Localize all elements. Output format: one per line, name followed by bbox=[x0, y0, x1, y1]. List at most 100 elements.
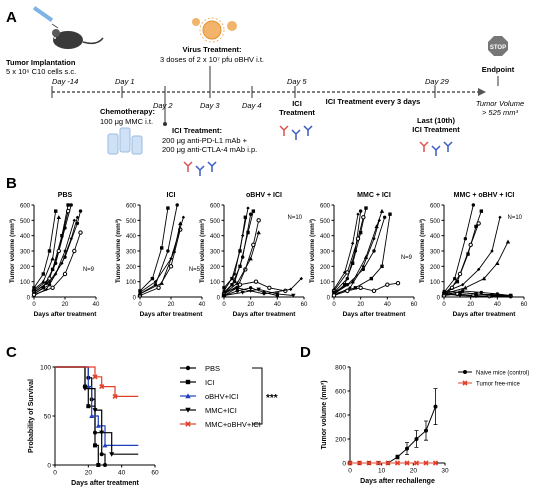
legend-label: ICI bbox=[205, 378, 215, 387]
data-point bbox=[238, 264, 242, 269]
data-point bbox=[479, 209, 484, 213]
x-tick-label: 40 bbox=[384, 302, 391, 308]
x-axis-label: Days after rechallenge bbox=[360, 478, 435, 485]
n-annotation: N=10 bbox=[507, 215, 522, 221]
data-point bbox=[240, 290, 245, 295]
y-tick-label: 600 bbox=[430, 204, 441, 210]
data-point bbox=[32, 286, 36, 290]
data-point bbox=[54, 209, 58, 213]
data-point bbox=[347, 460, 353, 466]
data-point bbox=[457, 271, 463, 277]
antibody-icon bbox=[183, 161, 217, 176]
data-point bbox=[253, 279, 259, 284]
data-point bbox=[356, 212, 360, 216]
data-point bbox=[350, 279, 355, 284]
data-point bbox=[160, 246, 164, 250]
x-tick-label: 10 bbox=[378, 468, 386, 475]
data-point bbox=[256, 218, 261, 223]
virus-subtitle: 3 doses of 2 x 10⁷ pfu oBHV i.t. bbox=[160, 55, 264, 64]
panel-label-c: C bbox=[6, 344, 17, 361]
vial-icon bbox=[107, 127, 143, 155]
survival-point bbox=[109, 452, 115, 457]
y-tick-label: 400 bbox=[430, 234, 441, 240]
y-tick-label: 600 bbox=[210, 204, 221, 210]
data-point bbox=[423, 460, 429, 466]
syringe-icon bbox=[32, 6, 59, 29]
legend-marker bbox=[185, 407, 191, 413]
panel-label-d: D bbox=[300, 344, 311, 361]
day-label: Day -14 bbox=[52, 77, 78, 86]
data-point bbox=[47, 283, 52, 287]
series-line bbox=[139, 208, 169, 292]
survival-point bbox=[86, 404, 91, 409]
x-tick-label: 40 bbox=[118, 470, 126, 477]
y-tick-label: 0 bbox=[327, 296, 331, 302]
day-label: Day 3 bbox=[200, 101, 220, 110]
x-tick-label: 60 bbox=[301, 302, 308, 308]
last-ici-line-2: ICI Treatment bbox=[412, 125, 460, 134]
y-tick-label: 200 bbox=[335, 437, 346, 444]
panel-a: A Tumor Implantation 5 x 10⁶ C10 cells s… bbox=[6, 6, 524, 176]
chart-title: MMC + ICI bbox=[357, 192, 391, 199]
legend-marker bbox=[185, 379, 191, 385]
series-line bbox=[350, 406, 436, 464]
y-axis-label: Tumor volume (mm³) bbox=[9, 219, 16, 283]
x-tick-label: 0 bbox=[222, 302, 226, 308]
survival-point bbox=[99, 452, 104, 457]
legend-marker bbox=[185, 421, 191, 427]
y-tick-label: 0 bbox=[27, 296, 31, 302]
data-point bbox=[166, 249, 170, 253]
data-point bbox=[498, 215, 502, 219]
data-point bbox=[468, 242, 473, 248]
last-ici-line-1: Last (10th) bbox=[417, 116, 455, 125]
series-line bbox=[443, 204, 474, 293]
antibody-icon bbox=[279, 125, 313, 140]
data-point bbox=[479, 290, 484, 295]
data-point bbox=[222, 286, 226, 290]
data-point bbox=[72, 248, 77, 254]
series-line bbox=[333, 217, 364, 292]
data-point bbox=[41, 272, 45, 276]
y-tick-label: 500 bbox=[210, 219, 221, 225]
data-point bbox=[331, 293, 337, 298]
y-tick-label: 0 bbox=[133, 296, 137, 302]
survival-curve bbox=[55, 366, 139, 397]
data-point bbox=[235, 289, 240, 293]
data-point bbox=[353, 286, 358, 290]
y-tick-label: 600 bbox=[335, 389, 346, 396]
data-point bbox=[275, 292, 280, 297]
data-point bbox=[56, 215, 61, 219]
data-point bbox=[221, 293, 227, 298]
x-tick-label: 20 bbox=[85, 470, 93, 477]
y-axis-label: Tumor volume (mm³) bbox=[115, 219, 122, 283]
data-point bbox=[382, 215, 387, 219]
data-point bbox=[476, 267, 481, 272]
y-tick-label: 500 bbox=[430, 219, 441, 225]
x-tick-label: 60 bbox=[521, 302, 528, 308]
data-point bbox=[442, 289, 446, 293]
data-point bbox=[350, 241, 355, 246]
ici-line-2: 200 μg anti-CTLA-4 mAb i.p. bbox=[162, 145, 257, 154]
x-tick-label: 20 bbox=[62, 302, 69, 308]
data-point bbox=[385, 460, 391, 466]
data-point bbox=[356, 460, 363, 466]
y-tick-label: 100 bbox=[20, 280, 31, 286]
y-tick-label: 300 bbox=[320, 250, 331, 256]
data-point bbox=[405, 446, 409, 451]
data-point bbox=[433, 404, 438, 409]
legend-label: MMC+ICI bbox=[205, 406, 237, 415]
data-point bbox=[178, 221, 183, 226]
data-point bbox=[361, 215, 366, 220]
x-tick-label: 0 bbox=[348, 468, 352, 475]
rechallenge-chart: 0 200 400 600 800 0 10 20 30 Tumor volume (mm³) Da… bbox=[321, 365, 529, 486]
x-tick-label: 0 bbox=[32, 302, 36, 308]
x-axis-label: Days after treatment bbox=[453, 311, 517, 318]
data-point bbox=[47, 279, 52, 284]
virus-title: Virus Treatment: bbox=[182, 45, 241, 54]
series-line bbox=[33, 210, 69, 292]
y-tick-label: 100 bbox=[40, 365, 51, 372]
data-point bbox=[235, 286, 240, 290]
n-annotation: N=10 bbox=[287, 215, 302, 221]
data-point bbox=[50, 285, 55, 290]
